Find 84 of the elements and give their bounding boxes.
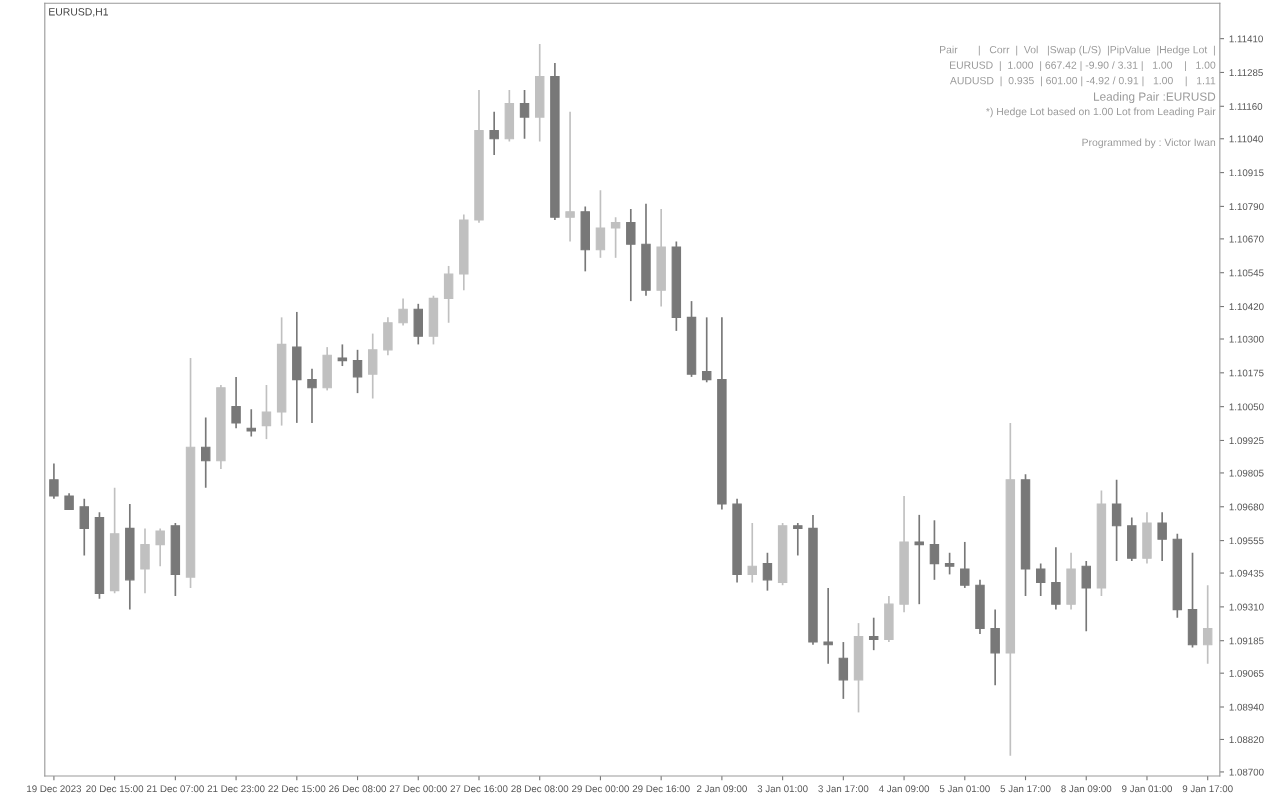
y-tick-label: 1.09555 bbox=[1229, 537, 1264, 545]
x-tick-label: 28 Dec 08:00 bbox=[511, 785, 569, 793]
y-tick-label: 1.09925 bbox=[1229, 437, 1264, 445]
annotation: EURUSD | 1.000 | 667.42 | -9.90 / 3.31 | 1.00 | 1.00 bbox=[950, 61, 1216, 71]
candlestick bbox=[1157, 511, 1167, 562]
candlestick bbox=[701, 316, 712, 384]
annotation: Leading Pair :EURUSD bbox=[1094, 92, 1216, 104]
candlestick bbox=[1081, 560, 1091, 633]
x-tick-label: 9 Jan 01:00 bbox=[1122, 785, 1172, 793]
candlestick bbox=[914, 514, 924, 606]
candlestick bbox=[1202, 584, 1213, 665]
candlestick bbox=[352, 348, 363, 394]
candlestick bbox=[626, 208, 636, 302]
y-tick-label: 1.10420 bbox=[1229, 303, 1264, 311]
candlestick bbox=[610, 216, 621, 259]
y-tick-label: 1.08940 bbox=[1229, 703, 1264, 711]
candlestick bbox=[200, 416, 211, 489]
candlestick bbox=[929, 519, 940, 581]
x-tick-label: 21 Dec 07:00 bbox=[146, 785, 204, 793]
candlestick bbox=[868, 616, 879, 652]
candlestick bbox=[155, 527, 165, 568]
candlestick bbox=[398, 297, 408, 327]
x-tick-label: 27 Dec 00:00 bbox=[389, 785, 447, 793]
x-tick-label: 3 Jan 17:00 bbox=[818, 785, 869, 793]
x-tick-label: 5 Jan 01:00 bbox=[939, 785, 990, 793]
x-tick-label: 26 Dec 08:00 bbox=[329, 785, 387, 793]
annotation: Programmed by : Victor Iwan bbox=[1082, 138, 1216, 149]
annotation: *) Hedge Lot based on 1.00 Lot from Leading Pair bbox=[986, 107, 1216, 118]
x-tick-label: 9 Jan 17:00 bbox=[1182, 785, 1233, 793]
y-tick-label: 1.11285 bbox=[1229, 69, 1263, 77]
y-tick-label: 1.10790 bbox=[1229, 203, 1264, 211]
y-tick-label: 1.10670 bbox=[1229, 235, 1264, 243]
y-tick-label: 1.09065 bbox=[1229, 669, 1264, 677]
x-tick-label: 29 Dec 16:00 bbox=[632, 785, 690, 793]
candlestick bbox=[489, 110, 499, 156]
x-tick-label: 2 Jan 09:00 bbox=[696, 785, 747, 793]
y-tick-label: 1.10915 bbox=[1229, 169, 1264, 177]
candlestick bbox=[960, 541, 970, 589]
x-tick-label: 8 Jan 09:00 bbox=[1061, 785, 1112, 793]
x-tick-label: 29 Dec 00:00 bbox=[572, 785, 629, 793]
candlestick bbox=[1035, 562, 1046, 597]
y-tick-label: 1.09435 bbox=[1229, 569, 1264, 577]
y-tick-label: 1.08700 bbox=[1229, 768, 1264, 776]
candlestick bbox=[337, 343, 348, 367]
annotation: AUDUSD | 0.935 | 601.00 | -4.92 / 0.91 | 1.00 | 1.11 bbox=[949, 76, 1216, 87]
candlestick bbox=[747, 522, 757, 584]
x-tick-label: 20 Dec 15:00 bbox=[86, 785, 144, 793]
candlestick bbox=[793, 522, 803, 557]
annotation: Pair | Corr | Vol |Swap (L/S) |PipValue |Hedge Lot | bbox=[940, 45, 1215, 56]
y-tick-label: 1.09310 bbox=[1229, 603, 1264, 611]
candlestick bbox=[1051, 546, 1061, 611]
candlestick bbox=[519, 89, 530, 140]
y-tick-label: 1.11040 bbox=[1229, 135, 1263, 143]
y-tick-label: 1.09680 bbox=[1229, 503, 1264, 511]
candlestick bbox=[1111, 478, 1122, 562]
candlestick bbox=[49, 462, 59, 500]
y-tick-label: 1.10545 bbox=[1229, 269, 1264, 277]
y-tick-label: 1.09185 bbox=[1229, 637, 1264, 645]
candlestick bbox=[231, 376, 241, 430]
x-tick-label: 21 Dec 23:00 bbox=[207, 785, 265, 793]
x-tick-label: 4 Jan 09:00 bbox=[878, 785, 930, 793]
candlestick bbox=[565, 110, 575, 243]
chart-title: EURUSD,H1 bbox=[49, 8, 109, 17]
candlestick bbox=[79, 497, 90, 557]
candlestick bbox=[307, 367, 317, 424]
y-tick-label: 1.10050 bbox=[1229, 403, 1264, 411]
candlestick bbox=[246, 408, 256, 438]
y-tick-label: 1.11160 bbox=[1229, 103, 1263, 110]
x-tick-label: 19 Dec 2023 bbox=[27, 785, 82, 793]
candlestick bbox=[261, 384, 272, 440]
x-tick-label: 27 Dec 16:00 bbox=[450, 785, 508, 793]
x-tick-label: 22 Dec 15:00 bbox=[268, 785, 326, 793]
candlestick bbox=[823, 587, 833, 665]
x-tick-label: 5 Jan 17:00 bbox=[1000, 785, 1051, 793]
candlestick bbox=[762, 551, 773, 592]
x-tick-label: 3 Jan 01:00 bbox=[757, 785, 808, 793]
candlestick bbox=[838, 641, 849, 700]
y-tick-label: 1.11410 bbox=[1229, 35, 1263, 43]
candlestick bbox=[595, 189, 606, 259]
y-tick-label: 1.10175 bbox=[1229, 369, 1264, 377]
y-tick-label: 1.08820 bbox=[1229, 736, 1264, 744]
y-tick-label: 1.09805 bbox=[1229, 469, 1264, 477]
candlestick bbox=[944, 551, 955, 576]
y-tick-label: 1.10300 bbox=[1229, 335, 1264, 343]
